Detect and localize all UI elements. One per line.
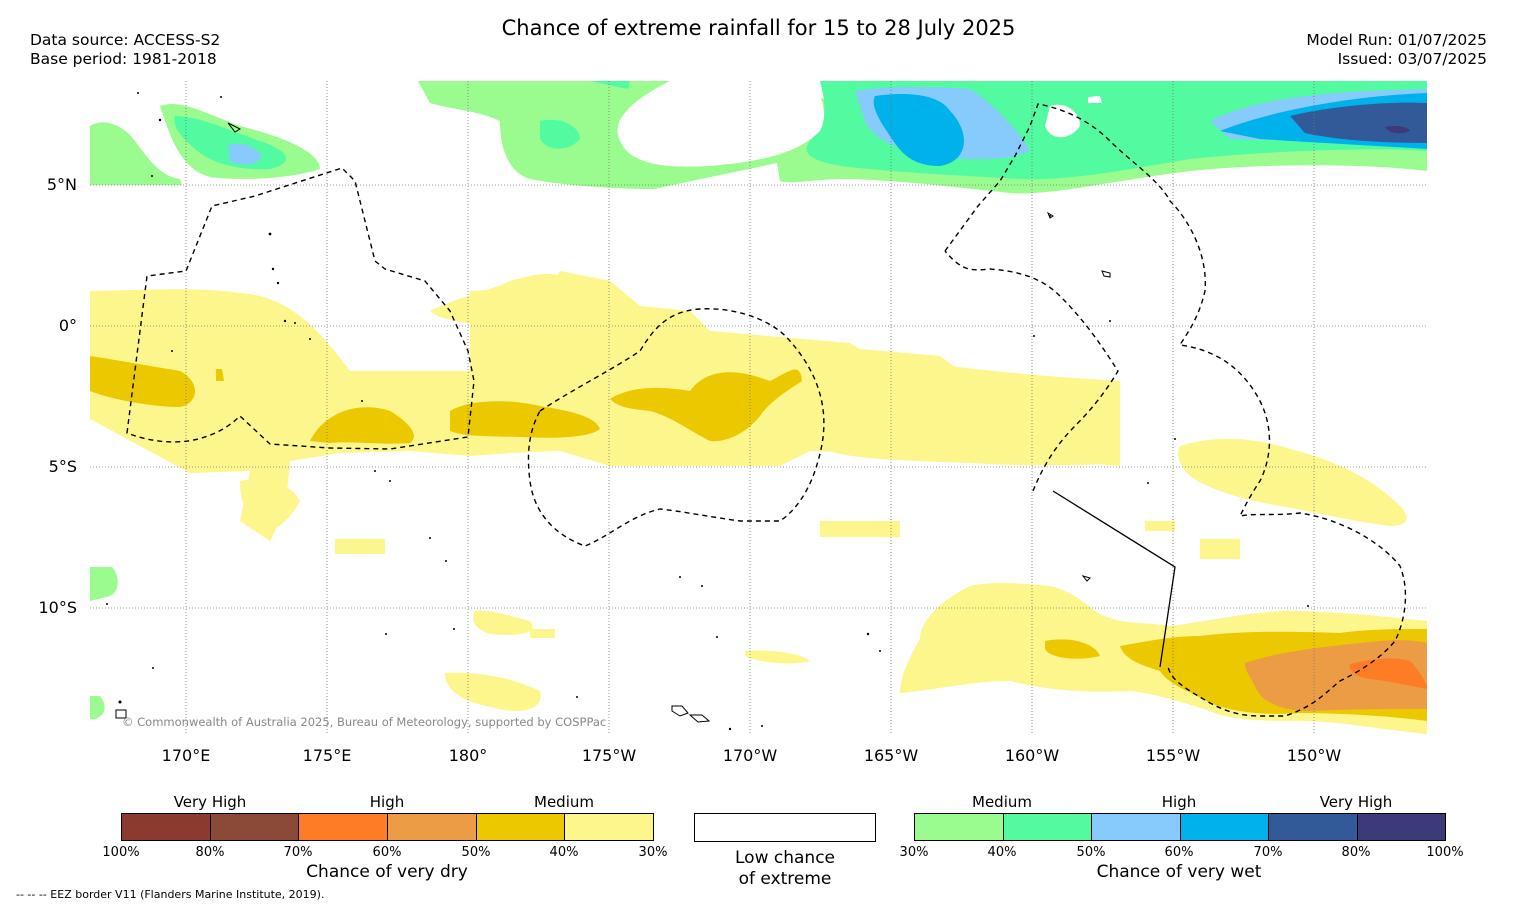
wet-tick: 100% xyxy=(1426,845,1464,860)
low-chance-line2: of extreme xyxy=(738,869,832,889)
wet-colorbar xyxy=(914,813,1446,841)
dry-swatch-40-30 xyxy=(565,814,654,840)
wet-region-west xyxy=(90,122,182,185)
dry-cat-high: High xyxy=(369,793,405,811)
wet-region-north-very-high xyxy=(873,93,1427,166)
model-run-text: Model Run: 01/07/2025 xyxy=(1306,31,1487,49)
wet-swatch-70-80 xyxy=(1269,814,1358,840)
wet-tick: 40% xyxy=(987,845,1017,860)
run-info: Model Run: 01/07/2025 Issued: 03/07/2025 xyxy=(1306,31,1487,69)
lon-label-175w: 175°W xyxy=(581,746,637,765)
dry-region-east-band xyxy=(810,351,1120,387)
dry-tick: 40% xyxy=(549,845,579,860)
dry-swatch-50-40 xyxy=(476,814,566,840)
dry-cat-very-high: Very High xyxy=(173,793,247,811)
dry-tick: 50% xyxy=(461,845,491,860)
wet-swatch-30-40 xyxy=(915,814,1004,840)
dry-region-east-mid xyxy=(830,423,1120,466)
copyright-notice: © Commonwealth of Australia 2025, Bureau… xyxy=(122,715,607,729)
dry-region-center-core xyxy=(310,369,802,444)
dry-tick: 80% xyxy=(195,845,225,860)
dry-legend-title: Chance of very dry xyxy=(306,862,468,882)
low-chance-label: Low chance of extreme xyxy=(694,848,876,890)
dry-swatch-100-90 xyxy=(122,814,211,840)
dry-region-south-east-band xyxy=(1178,438,1407,526)
dry-swatch-80-70 xyxy=(210,814,300,840)
dry-tick: 70% xyxy=(283,845,313,860)
lon-label-175e: 175°E xyxy=(302,746,352,765)
lon-label-165w: 165°W xyxy=(863,746,919,765)
wet-region-small-w xyxy=(90,567,118,601)
dry-tick: 60% xyxy=(372,845,402,860)
map-canvas xyxy=(90,81,1427,734)
wet-tick: 70% xyxy=(1253,845,1283,860)
wet-swatch-50-60 xyxy=(1092,814,1181,840)
lat-label-5n: 5°N xyxy=(46,175,77,194)
gridlines xyxy=(90,81,1427,734)
wet-swatch-80-100 xyxy=(1357,814,1445,840)
dry-swatch-60-50 xyxy=(388,814,477,840)
dry-region-west-core2 xyxy=(216,369,224,381)
lon-label-160w: 160°W xyxy=(1004,746,1060,765)
island-outlines xyxy=(115,122,1111,723)
low-chance-swatch xyxy=(694,813,876,842)
dry-tick: 100% xyxy=(102,845,140,860)
wet-cat-very-high: Very High xyxy=(1319,793,1393,811)
lon-label-150w: 150°W xyxy=(1286,746,1342,765)
lat-label-5s: 5°S xyxy=(48,457,77,476)
wet-cat-medium: Medium xyxy=(972,793,1032,811)
lon-label-155w: 155°W xyxy=(1145,746,1201,765)
dry-region-west-band xyxy=(90,271,1120,541)
issued-text: Issued: 03/07/2025 xyxy=(1337,50,1487,68)
data-source-text: Data source: ACCESS-S2 xyxy=(30,31,221,49)
wet-tick: 80% xyxy=(1341,845,1371,860)
wet-region-north-max xyxy=(1385,126,1410,134)
wet-swatch-40-50 xyxy=(1003,814,1092,840)
wet-region-north-high xyxy=(855,87,1427,160)
dry-swatch-70-60 xyxy=(299,814,389,840)
island-dots xyxy=(106,92,1309,731)
wet-tick: 60% xyxy=(1164,845,1194,860)
dry-regions xyxy=(90,271,1427,734)
lon-label-180: 180° xyxy=(448,746,488,765)
dry-region-west-core xyxy=(90,356,195,407)
eez-footnote: -- -- -- EEZ border V11 (Flanders Marine… xyxy=(16,888,325,901)
dry-colorbar xyxy=(121,813,654,841)
dry-cat-medium: Medium xyxy=(534,793,594,811)
wet-region-northwest-core xyxy=(228,143,262,165)
wet-tick: 50% xyxy=(1076,845,1106,860)
wet-swatch-60-70 xyxy=(1180,814,1269,840)
wet-legend-title: Chance of very wet xyxy=(1096,862,1262,882)
wet-tick: 30% xyxy=(899,845,929,860)
wet-region-small-sw xyxy=(90,696,105,719)
dry-region-south-very-high xyxy=(1349,658,1427,689)
dry-region-central-north xyxy=(430,273,604,328)
rainfall-map xyxy=(90,81,1427,734)
base-period-text: Base period: 1981-2018 xyxy=(30,50,217,68)
wet-cat-high: High xyxy=(1161,793,1197,811)
chart-title: Chance of extreme rainfall for 15 to 28 … xyxy=(501,16,1016,40)
wet-region-north-extreme xyxy=(1290,102,1427,143)
lat-label-10s: 10°S xyxy=(38,598,77,617)
data-info: Data source: ACCESS-S2 Base period: 1981… xyxy=(30,31,220,69)
lon-label-170w: 170°W xyxy=(722,746,778,765)
lon-label-170e: 170°E xyxy=(161,746,211,765)
dry-region-south-high xyxy=(1245,640,1427,711)
dry-tick: 30% xyxy=(638,845,668,860)
lat-label-equator: 0° xyxy=(58,316,77,335)
low-chance-line1: Low chance xyxy=(735,848,835,868)
eez-borders xyxy=(126,103,1407,717)
